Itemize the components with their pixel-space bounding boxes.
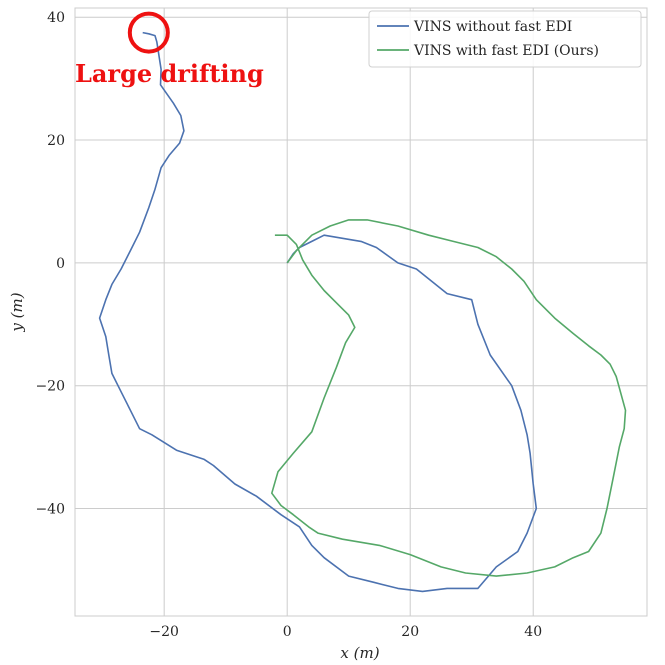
y-tick-label: −40 — [35, 502, 65, 518]
legend-label-without-edi: VINS without fast EDI — [413, 19, 572, 35]
x-tick-label: 20 — [401, 624, 419, 640]
legend: VINS without fast EDI VINS with fast EDI… — [368, 10, 642, 68]
x-tick-label: 40 — [524, 624, 542, 640]
tick-labels: −20 0 20 40 40 20 0 −20 −40 — [35, 10, 542, 640]
series-line-without-edi — [98, 31, 538, 593]
series-layer — [98, 31, 627, 593]
y-tick-label: 40 — [47, 10, 65, 26]
annotation-text: Large drifting — [75, 59, 264, 88]
legend-label-with-edi: VINS with fast EDI (Ours) — [413, 43, 599, 59]
series-line-with-edi — [271, 219, 627, 577]
x-tick-label: 0 — [283, 624, 292, 640]
y-axis-label: y (m) — [8, 292, 26, 332]
annotation: Large drifting — [75, 11, 264, 88]
y-tick-label: 0 — [56, 256, 65, 272]
x-axis-label: x (m) — [340, 644, 379, 662]
drift-circle-marker — [127, 11, 170, 54]
y-tick-label: 20 — [47, 133, 65, 149]
y-tick-label: −20 — [35, 379, 65, 395]
legend-box — [368, 10, 642, 68]
x-tick-label: −20 — [149, 624, 179, 640]
plot-background — [74, 7, 648, 617]
grid — [75, 8, 647, 616]
